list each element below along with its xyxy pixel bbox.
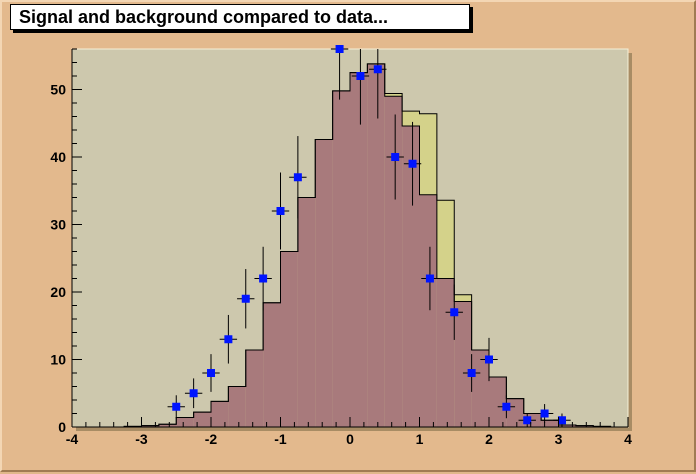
data-point (391, 153, 400, 161)
background-bin-bar (228, 386, 246, 427)
chart-title: Signal and background compared to data..… (10, 4, 470, 30)
x-tick-label: 1 (416, 431, 424, 447)
x-tick-label: -3 (135, 431, 148, 447)
data-point (523, 416, 532, 425)
data-point (172, 402, 181, 411)
y-tick-label: 30 (50, 217, 66, 233)
data-point (335, 45, 344, 53)
data-point (557, 416, 566, 425)
y-tick-label: 50 (50, 82, 66, 98)
x-tick-label: 0 (346, 431, 354, 447)
background-bin-bar (193, 412, 211, 427)
y-tick-label: 20 (50, 284, 66, 300)
x-tick-label: -1 (274, 431, 287, 447)
data-point (373, 65, 382, 74)
background-bin-bar (245, 350, 264, 427)
background-bin-bar (315, 139, 333, 427)
data-point (425, 274, 434, 283)
data-point (467, 369, 476, 377)
background-bin-bar (158, 424, 177, 427)
data-point (259, 274, 268, 283)
x-tick-label: 4 (624, 431, 632, 447)
data-point (276, 207, 285, 215)
x-tick-label: -2 (205, 431, 218, 447)
background-bin-bar (489, 377, 507, 427)
data-point (224, 335, 233, 344)
y-tick-label: 10 (50, 352, 66, 368)
background-bin-bar (280, 251, 298, 427)
data-point (540, 409, 549, 418)
background-outline (72, 63, 628, 428)
background-bin-bar (454, 301, 472, 427)
data-point (293, 173, 302, 182)
background-bin-bar (141, 425, 159, 427)
x-tick-label: -4 (66, 431, 79, 447)
background-bin-bar (436, 278, 455, 427)
background-bin-bar (211, 401, 229, 427)
data-point (502, 402, 511, 411)
background-bin-bar (402, 125, 420, 427)
background-bin-bar (384, 96, 403, 427)
data-point (408, 159, 417, 168)
background-bin-bar (471, 350, 489, 427)
data-point (241, 294, 250, 303)
data-point (189, 389, 198, 398)
background-bin-bar (419, 194, 437, 427)
background-bin-bar (541, 420, 559, 427)
background-bin-bar (367, 63, 385, 427)
background-bin-bar (350, 72, 368, 427)
background-bin-bar (176, 417, 194, 427)
x-tick-label: 2 (485, 431, 493, 447)
data-point (450, 308, 459, 317)
background-bin-bar (332, 90, 350, 427)
background-bin-bar (297, 197, 316, 427)
background-bin-bar (575, 425, 594, 427)
data-point (207, 369, 215, 377)
background-bin-bar (558, 424, 576, 427)
background-bin-bar (263, 302, 281, 427)
data-point (485, 355, 493, 364)
y-tick-label: 40 (50, 149, 66, 165)
y-tick-label: 0 (58, 419, 66, 435)
data-point (356, 72, 365, 80)
x-tick-label: 3 (555, 431, 563, 447)
